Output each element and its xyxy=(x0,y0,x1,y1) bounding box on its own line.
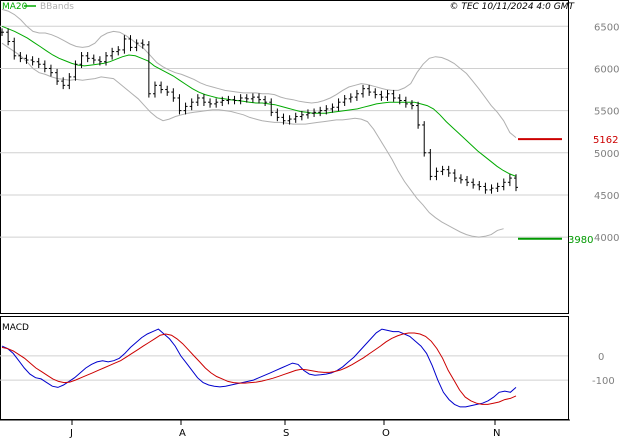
support-level-label: 3980 xyxy=(568,235,593,246)
x-tick-label: J xyxy=(69,428,73,439)
copyright-text: © TEC 10/11/2024 4:0 GMT xyxy=(449,2,575,12)
bband-upper-line xyxy=(1,8,517,138)
legend-ma20-label: MA20 xyxy=(2,2,28,12)
price-tick-label: 5000 xyxy=(594,149,619,160)
price-y-axis: 4000 4500 5000 5500 6000 6500 xyxy=(594,22,619,244)
x-tick-label: O xyxy=(382,428,390,439)
macd-series-signal xyxy=(1,332,517,405)
price-tick-label: 4000 xyxy=(594,233,619,244)
price-grid xyxy=(0,25,568,238)
macd-title: MACD xyxy=(2,323,29,333)
macd-grid xyxy=(0,355,568,381)
price-tick-label: 6500 xyxy=(594,22,619,33)
bband-lower-line xyxy=(1,42,504,238)
macd-y-axis: 0 -100 xyxy=(592,352,615,387)
x-tick-label: A xyxy=(179,428,186,439)
x-tick-label: S xyxy=(283,428,289,439)
macd-tick-label: -100 xyxy=(592,376,615,387)
macd-lines xyxy=(1,328,517,408)
price-tick-label: 6000 xyxy=(594,64,619,75)
bollinger-bands xyxy=(1,8,517,238)
resistance-level-label: 5162 xyxy=(593,135,618,146)
x-tick-label: N xyxy=(493,428,500,439)
price-bars xyxy=(0,28,518,194)
price-panel-border xyxy=(0,0,569,314)
legend-bbands-label: BBands xyxy=(40,2,74,12)
macd-tick-label: 0 xyxy=(598,352,604,363)
macd-series-macd xyxy=(1,328,517,408)
price-tick-label: 4500 xyxy=(594,191,619,202)
price-levels: 5162 3980 xyxy=(518,135,618,246)
price-tick-label: 5500 xyxy=(594,107,619,118)
header-legend: MA20 BBands xyxy=(2,2,74,12)
